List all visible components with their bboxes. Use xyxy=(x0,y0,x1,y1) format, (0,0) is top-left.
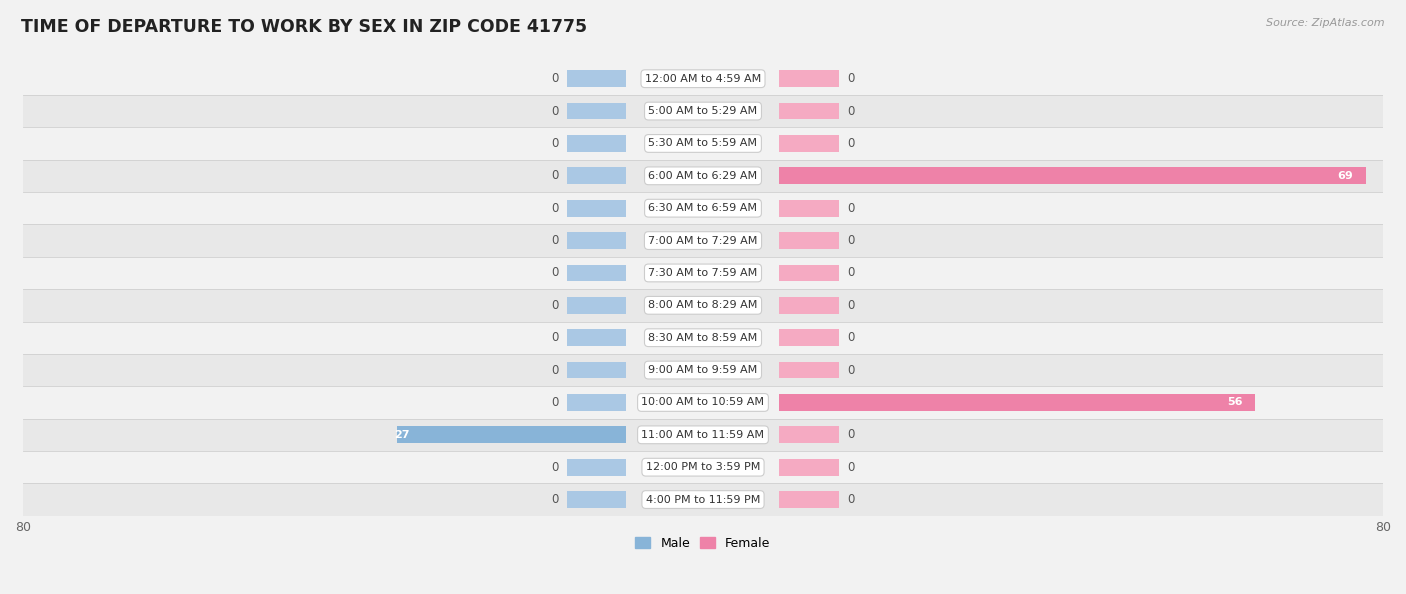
Legend: Male, Female: Male, Female xyxy=(630,532,776,555)
Bar xyxy=(567,70,627,87)
Bar xyxy=(567,394,627,411)
Text: 8:00 AM to 8:29 AM: 8:00 AM to 8:29 AM xyxy=(648,301,758,310)
Text: 10:00 AM to 10:59 AM: 10:00 AM to 10:59 AM xyxy=(641,397,765,407)
Bar xyxy=(396,426,627,443)
Text: 0: 0 xyxy=(848,331,855,344)
Text: 0: 0 xyxy=(551,331,558,344)
Bar xyxy=(779,200,839,217)
Bar xyxy=(22,321,1384,354)
Bar xyxy=(22,192,1384,225)
Text: 0: 0 xyxy=(848,493,855,506)
Bar xyxy=(779,264,839,282)
Text: 0: 0 xyxy=(551,169,558,182)
Text: 0: 0 xyxy=(551,364,558,377)
Text: 0: 0 xyxy=(848,364,855,377)
Text: 0: 0 xyxy=(848,105,855,118)
Text: 7:30 AM to 7:59 AM: 7:30 AM to 7:59 AM xyxy=(648,268,758,278)
Bar xyxy=(22,62,1384,95)
Text: 11:00 AM to 11:59 AM: 11:00 AM to 11:59 AM xyxy=(641,430,765,440)
Text: TIME OF DEPARTURE TO WORK BY SEX IN ZIP CODE 41775: TIME OF DEPARTURE TO WORK BY SEX IN ZIP … xyxy=(21,18,588,36)
Text: 5:30 AM to 5:59 AM: 5:30 AM to 5:59 AM xyxy=(648,138,758,148)
Bar xyxy=(779,394,1256,411)
Text: 0: 0 xyxy=(551,105,558,118)
Text: 0: 0 xyxy=(551,299,558,312)
Text: 27: 27 xyxy=(394,430,409,440)
Text: 12:00 AM to 4:59 AM: 12:00 AM to 4:59 AM xyxy=(645,74,761,84)
Text: 0: 0 xyxy=(551,137,558,150)
Bar xyxy=(22,484,1384,516)
Text: 0: 0 xyxy=(848,202,855,214)
Text: 0: 0 xyxy=(848,234,855,247)
Bar xyxy=(779,362,839,378)
Text: 12:00 PM to 3:59 PM: 12:00 PM to 3:59 PM xyxy=(645,462,761,472)
Bar xyxy=(567,135,627,152)
Text: 0: 0 xyxy=(848,299,855,312)
Bar xyxy=(22,419,1384,451)
Bar xyxy=(22,451,1384,484)
Text: 7:00 AM to 7:29 AM: 7:00 AM to 7:29 AM xyxy=(648,236,758,245)
Bar xyxy=(22,289,1384,321)
Text: 69: 69 xyxy=(1337,171,1353,181)
Text: 0: 0 xyxy=(848,72,855,85)
Text: 0: 0 xyxy=(848,267,855,279)
Bar xyxy=(779,70,839,87)
Text: 4:00 PM to 11:59 PM: 4:00 PM to 11:59 PM xyxy=(645,495,761,504)
Text: 0: 0 xyxy=(551,396,558,409)
Text: 0: 0 xyxy=(551,202,558,214)
Bar xyxy=(779,168,1367,184)
Text: 56: 56 xyxy=(1227,397,1243,407)
Bar xyxy=(22,354,1384,386)
Bar xyxy=(22,160,1384,192)
Text: 0: 0 xyxy=(848,428,855,441)
Bar xyxy=(22,386,1384,419)
Bar xyxy=(567,103,627,119)
Bar xyxy=(567,491,627,508)
Bar xyxy=(22,257,1384,289)
Text: 5:00 AM to 5:29 AM: 5:00 AM to 5:29 AM xyxy=(648,106,758,116)
Text: 8:30 AM to 8:59 AM: 8:30 AM to 8:59 AM xyxy=(648,333,758,343)
Bar xyxy=(567,168,627,184)
Bar xyxy=(22,95,1384,127)
Text: 9:00 AM to 9:59 AM: 9:00 AM to 9:59 AM xyxy=(648,365,758,375)
Bar xyxy=(567,200,627,217)
Text: 0: 0 xyxy=(848,461,855,473)
Text: 6:00 AM to 6:29 AM: 6:00 AM to 6:29 AM xyxy=(648,171,758,181)
Text: 0: 0 xyxy=(551,493,558,506)
Text: Source: ZipAtlas.com: Source: ZipAtlas.com xyxy=(1267,18,1385,28)
Bar xyxy=(567,459,627,476)
Text: 0: 0 xyxy=(551,461,558,473)
Bar xyxy=(779,329,839,346)
Text: 0: 0 xyxy=(848,137,855,150)
Text: 0: 0 xyxy=(551,72,558,85)
Bar xyxy=(567,232,627,249)
Bar xyxy=(22,127,1384,160)
Bar xyxy=(779,491,839,508)
Bar xyxy=(779,426,839,443)
Bar xyxy=(567,264,627,282)
Text: 0: 0 xyxy=(551,267,558,279)
Bar xyxy=(779,459,839,476)
Bar xyxy=(779,103,839,119)
Bar xyxy=(779,135,839,152)
Bar xyxy=(567,297,627,314)
Text: 0: 0 xyxy=(551,234,558,247)
Bar xyxy=(779,232,839,249)
Text: 6:30 AM to 6:59 AM: 6:30 AM to 6:59 AM xyxy=(648,203,758,213)
Bar xyxy=(567,329,627,346)
Bar xyxy=(567,362,627,378)
Bar xyxy=(22,225,1384,257)
Bar xyxy=(779,297,839,314)
